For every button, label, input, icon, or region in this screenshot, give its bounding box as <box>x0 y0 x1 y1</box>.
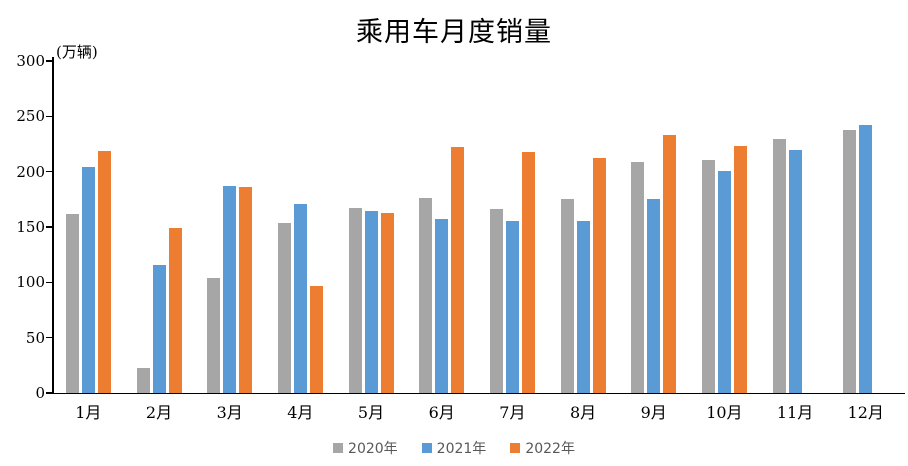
y-axis-tick-label: 250 <box>16 107 45 126</box>
y-axis-tick-label: 100 <box>16 273 45 292</box>
bar-2021-m7 <box>505 221 519 393</box>
y-axis-line <box>52 57 54 394</box>
bar-2022-m9 <box>663 134 677 393</box>
x-axis-label: 4月 <box>287 403 314 422</box>
legend-item-2021: 2021年 <box>421 438 487 458</box>
bar-2021-m3 <box>223 185 237 393</box>
bar-2020-m7 <box>489 208 503 393</box>
bar-group-2 <box>124 61 195 393</box>
y-axis-tick-mark <box>46 60 52 62</box>
x-axis-label: 8月 <box>569 403 597 422</box>
bar-2022-m8 <box>592 157 606 393</box>
plot-area <box>53 61 901 393</box>
bar-2020-m5 <box>348 207 362 393</box>
bar-2021-m2 <box>152 265 166 393</box>
bar-2022-m4 <box>309 286 323 393</box>
bar-2022-m10 <box>733 146 747 393</box>
bar-2022-m7 <box>521 152 535 393</box>
bar-group-8 <box>548 61 619 393</box>
y-axis-tick-mark <box>46 336 52 339</box>
x-axis-label: 5月 <box>357 403 385 422</box>
bar-2021-m1 <box>81 166 95 393</box>
y-axis-tick-label: 50 <box>25 328 45 347</box>
y-axis-tick-mark <box>46 281 52 284</box>
bar-group-11 <box>760 61 831 393</box>
bar-2021-m10 <box>717 171 731 393</box>
x-axis-label: 2月 <box>145 403 173 422</box>
x-axis: 1月 2月 3月 4月 5月 6月 7月 8月 9月 10月 11月 12月 <box>53 399 901 423</box>
y-axis-tick-mark <box>46 170 52 173</box>
legend-marker-icon <box>333 443 344 453</box>
bar-2020-m4 <box>277 223 291 393</box>
y-axis-tick-label: 200 <box>16 162 45 181</box>
legend-item-2020: 2020年 <box>333 438 398 458</box>
bar-group-10 <box>689 61 760 393</box>
bar-2021-m12 <box>859 124 873 393</box>
legend-label: 2022年 <box>525 441 575 457</box>
legend-item-2022: 2022年 <box>510 438 575 458</box>
bar-group-7 <box>477 61 548 393</box>
bar-2022-m1 <box>97 151 111 393</box>
bar-group-1 <box>53 61 124 393</box>
y-axis-tick-mark <box>46 115 52 118</box>
bar-2020-m11 <box>772 138 786 393</box>
bar-2020-m2 <box>136 368 150 393</box>
bar-2022-m2 <box>168 228 182 393</box>
bar-group-3 <box>194 61 265 393</box>
y-axis-tick-label: 300 <box>16 52 45 70</box>
bar-group-4 <box>265 61 336 393</box>
bar-2020-m1 <box>65 214 79 393</box>
x-axis-label: 10月 <box>706 403 743 422</box>
bar-2022-m3 <box>239 186 253 393</box>
x-axis-label: 9月 <box>640 403 667 422</box>
legend-marker-icon <box>510 443 521 453</box>
legend-label: 2020年 <box>348 441 398 457</box>
bar-2021-m5 <box>364 210 378 393</box>
bar-2021-m11 <box>788 150 802 393</box>
y-axis-tick-label: 0 <box>35 384 45 402</box>
bar-group-12 <box>830 61 901 393</box>
x-axis-label: 12月 <box>847 403 884 422</box>
bar-2020-m3 <box>207 277 221 393</box>
bar-2020-m9 <box>631 161 645 393</box>
chart-title: 乘用车月度销量 <box>356 17 552 48</box>
y-axis-tick-mark <box>46 226 52 228</box>
bar-group-6 <box>406 61 477 393</box>
y-axis-unit-label: (万辆) <box>56 43 98 61</box>
y-axis-tick-label: 150 <box>16 218 45 236</box>
x-axis-label: 7月 <box>499 403 526 422</box>
bar-2021-m9 <box>647 199 661 393</box>
legend-label: 2021年 <box>436 441 487 457</box>
legend: 2020年 2021年 2022年 <box>0 438 908 458</box>
x-axis-label: 11月 <box>776 403 814 422</box>
bar-2022-m6 <box>451 147 465 393</box>
bar-2020-m6 <box>419 197 433 393</box>
bar-2020-m12 <box>843 130 857 393</box>
bar-group-9 <box>618 61 689 393</box>
legend-marker-icon <box>421 443 432 453</box>
x-axis-line <box>52 392 905 394</box>
bar-2021-m8 <box>576 221 590 393</box>
x-axis-label: 1月 <box>75 403 102 422</box>
y-axis-tick-mark <box>46 392 52 394</box>
x-axis-label: 3月 <box>216 403 243 422</box>
bar-2021-m6 <box>435 219 449 393</box>
bar-2021-m4 <box>293 204 307 393</box>
bar-2022-m5 <box>380 213 394 393</box>
x-axis-label: 6月 <box>428 403 455 422</box>
bar-group-5 <box>336 61 407 393</box>
bar-2020-m8 <box>560 198 574 393</box>
bar-2020-m10 <box>701 159 715 393</box>
